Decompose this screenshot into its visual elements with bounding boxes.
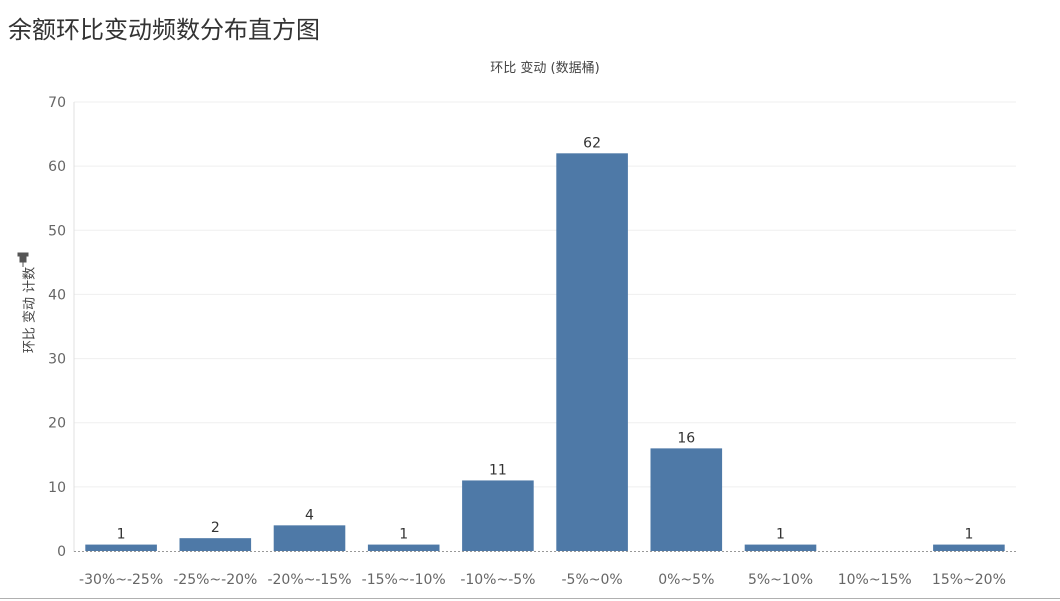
- x-tick-label: 5%~10%: [748, 572, 813, 588]
- bar-value-label: 1: [964, 527, 973, 543]
- bars: [85, 153, 1005, 552]
- pin-icon[interactable]: [17, 252, 29, 267]
- x-tick-label: -5%~0%: [561, 572, 622, 588]
- bar-value-label: 4: [305, 507, 314, 523]
- bar[interactable]: [367, 544, 440, 551]
- page-title: 余额环比变动频数分布直方图: [8, 16, 320, 44]
- x-axis-title: 环比 变动 (数据桶): [490, 60, 599, 76]
- bar[interactable]: [556, 153, 628, 552]
- x-tick-label: -20%~-15%: [267, 572, 351, 588]
- x-tick-label: 15%~20%: [932, 572, 1006, 588]
- x-tick-label: 0%~5%: [658, 572, 714, 588]
- bar[interactable]: [650, 448, 723, 551]
- bar-value-label: 16: [677, 430, 695, 446]
- x-tick-label: -25%~-20%: [173, 572, 257, 588]
- x-tick-label: -10%~-5%: [460, 572, 535, 588]
- bar[interactable]: [462, 480, 534, 551]
- bar-value-label: 1: [117, 527, 126, 543]
- bar[interactable]: [273, 525, 346, 551]
- x-tick-label: -30%~-25%: [79, 572, 163, 588]
- y-tick-label: 50: [48, 223, 66, 239]
- y-tick-label: 40: [48, 287, 66, 303]
- y-tick-label: 20: [48, 416, 66, 432]
- bar[interactable]: [85, 544, 157, 551]
- bar-value-label: 11: [489, 462, 507, 478]
- bar-value-label: 2: [211, 520, 220, 536]
- y-tick-label: 70: [48, 95, 66, 111]
- x-tick-label: 10%~15%: [838, 572, 912, 588]
- bar[interactable]: [744, 544, 817, 551]
- bar-value-label: 1: [776, 527, 785, 543]
- bar-value-label: 62: [583, 135, 601, 151]
- y-tick-label: 10: [48, 480, 66, 496]
- y-tick-label: 0: [57, 544, 66, 560]
- bottom-divider: [0, 598, 1060, 599]
- bar[interactable]: [933, 544, 1005, 551]
- x-axis-ticks: -30%~-25% -25%~-20% -20%~-15% -15%~-10% -10%…: [79, 572, 1006, 588]
- grid-lines: [74, 101, 1016, 488]
- x-tick-label: -15%~-10%: [362, 572, 446, 588]
- bar[interactable]: [179, 538, 252, 551]
- y-tick-label: 30: [48, 352, 66, 368]
- bar-value-label: 1: [399, 527, 408, 543]
- y-axis-title: 环比 变动 计数: [22, 267, 38, 353]
- y-tick-label: 60: [48, 159, 66, 175]
- y-axis-ticks: 0 10 20 30 40 50 60 70: [48, 95, 66, 560]
